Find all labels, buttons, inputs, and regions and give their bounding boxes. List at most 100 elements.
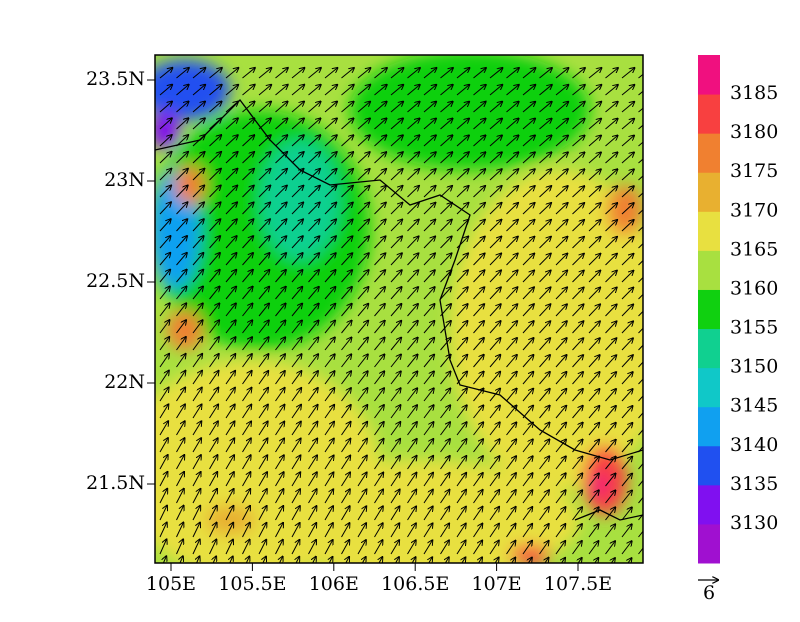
wind-arrow [390, 304, 401, 317]
wind-arrow [572, 490, 583, 504]
wind-arrow [440, 169, 453, 181]
colorbar-box [698, 523, 720, 564]
lat-label: 23N [104, 169, 145, 191]
wind-arrow [423, 507, 433, 521]
wind-arrow [308, 405, 318, 419]
wind-arrow [242, 253, 254, 266]
wind-arrow [258, 236, 270, 249]
wind-arrow [192, 236, 204, 249]
wind-arrow [456, 422, 467, 436]
wind-arrow [407, 321, 418, 334]
wind-arrow [588, 85, 601, 96]
wind-arrow [357, 540, 366, 555]
wind-arrow [506, 406, 517, 419]
wind-arrow [341, 506, 350, 521]
wind-arrow [489, 439, 500, 453]
wind-arrow [555, 456, 566, 470]
axis-ticks: 23.5N 23N 22.5N 22N 21.5N 105E 105.5E 106E 106.5… [86, 68, 612, 595]
wind-arrow [275, 186, 287, 198]
wind-arrow [456, 119, 469, 130]
wind-arrow [341, 354, 352, 368]
wind-arrow [423, 102, 436, 113]
wind-arrow [275, 472, 284, 487]
wind-arrow [572, 237, 584, 249]
wind-arrow [357, 321, 368, 334]
wind-arrow [341, 68, 354, 79]
wind-arrow [588, 507, 599, 521]
lon-label: 107E [472, 573, 522, 595]
wind-arrow [440, 524, 450, 538]
colorbar-box [698, 367, 720, 408]
lat-label: 23.5N [86, 68, 145, 90]
wind-arrow [638, 462, 643, 470]
wind-arrow [258, 169, 270, 181]
wind-arrow [638, 259, 643, 266]
wind-arrow [440, 355, 451, 368]
wind-arrow [605, 423, 616, 436]
wind-arrow [275, 270, 286, 283]
wind-arrow [605, 338, 617, 351]
wind-arrow [456, 203, 468, 215]
map-frame [154, 54, 644, 564]
wind-arrow [308, 540, 317, 555]
wind-arrow [456, 372, 467, 385]
wind-arrow [374, 152, 387, 164]
wind-arrow [324, 304, 335, 317]
wind-arrow [489, 541, 499, 555]
wind-arrow [390, 354, 401, 368]
wind-arrow [555, 271, 567, 283]
wind-arrow [357, 506, 366, 521]
wind-arrow [357, 118, 370, 130]
wind-arrow [456, 220, 468, 232]
colorbar-label: 3165 [730, 238, 778, 260]
wind-arrow [588, 169, 601, 181]
wind-arrow [456, 169, 469, 181]
wind-arrow [242, 135, 255, 147]
wind-arrow [572, 321, 584, 334]
wind-arrow [193, 556, 200, 563]
wind-arrow [638, 90, 643, 96]
wind-arrow [390, 523, 399, 538]
wind-arrow [605, 220, 618, 232]
reference-vector-label: 6 [703, 582, 715, 604]
wind-arrow [572, 119, 585, 130]
wind-arrow [291, 506, 300, 521]
wind-arrow [324, 439, 334, 453]
wind-arrow [192, 337, 202, 351]
wind-arrow [374, 439, 384, 453]
wind-arrow [341, 85, 354, 96]
wind-arrow [522, 541, 532, 555]
wind-arrow [522, 169, 535, 181]
wind-arrow [540, 558, 549, 563]
wind-arrow [489, 422, 500, 436]
wind-arrow [522, 422, 533, 436]
wind-arrow [374, 220, 386, 232]
wind-arrow [357, 439, 367, 453]
wind-arrow [605, 440, 616, 453]
wind-arrow [588, 423, 599, 436]
wind-arrow [522, 68, 535, 79]
wind-arrow [275, 489, 284, 504]
wind-arrow [374, 473, 384, 487]
wind-arrow [258, 422, 268, 436]
colorbar-box [698, 289, 720, 330]
wind-arrow [242, 287, 253, 300]
wind-arrow [456, 135, 469, 147]
wind-arrow [192, 85, 205, 96]
wind-arrow [374, 287, 386, 300]
wind-arrow [555, 372, 566, 385]
wind-arrow [192, 186, 204, 198]
wind-arrow [225, 202, 237, 215]
wind-arrow [440, 135, 453, 147]
wind-arrow [489, 338, 500, 351]
wind-arrow [324, 489, 333, 504]
wind-arrow [176, 438, 185, 453]
wind-arrow [473, 203, 485, 215]
wind-arrow [588, 237, 600, 249]
wind-arrow [605, 203, 618, 215]
wind-arrow [192, 118, 205, 130]
wind-arrow [407, 456, 417, 470]
wind-arrow [605, 457, 616, 470]
wind-arrow [440, 68, 453, 79]
wind-arrow [440, 102, 453, 113]
